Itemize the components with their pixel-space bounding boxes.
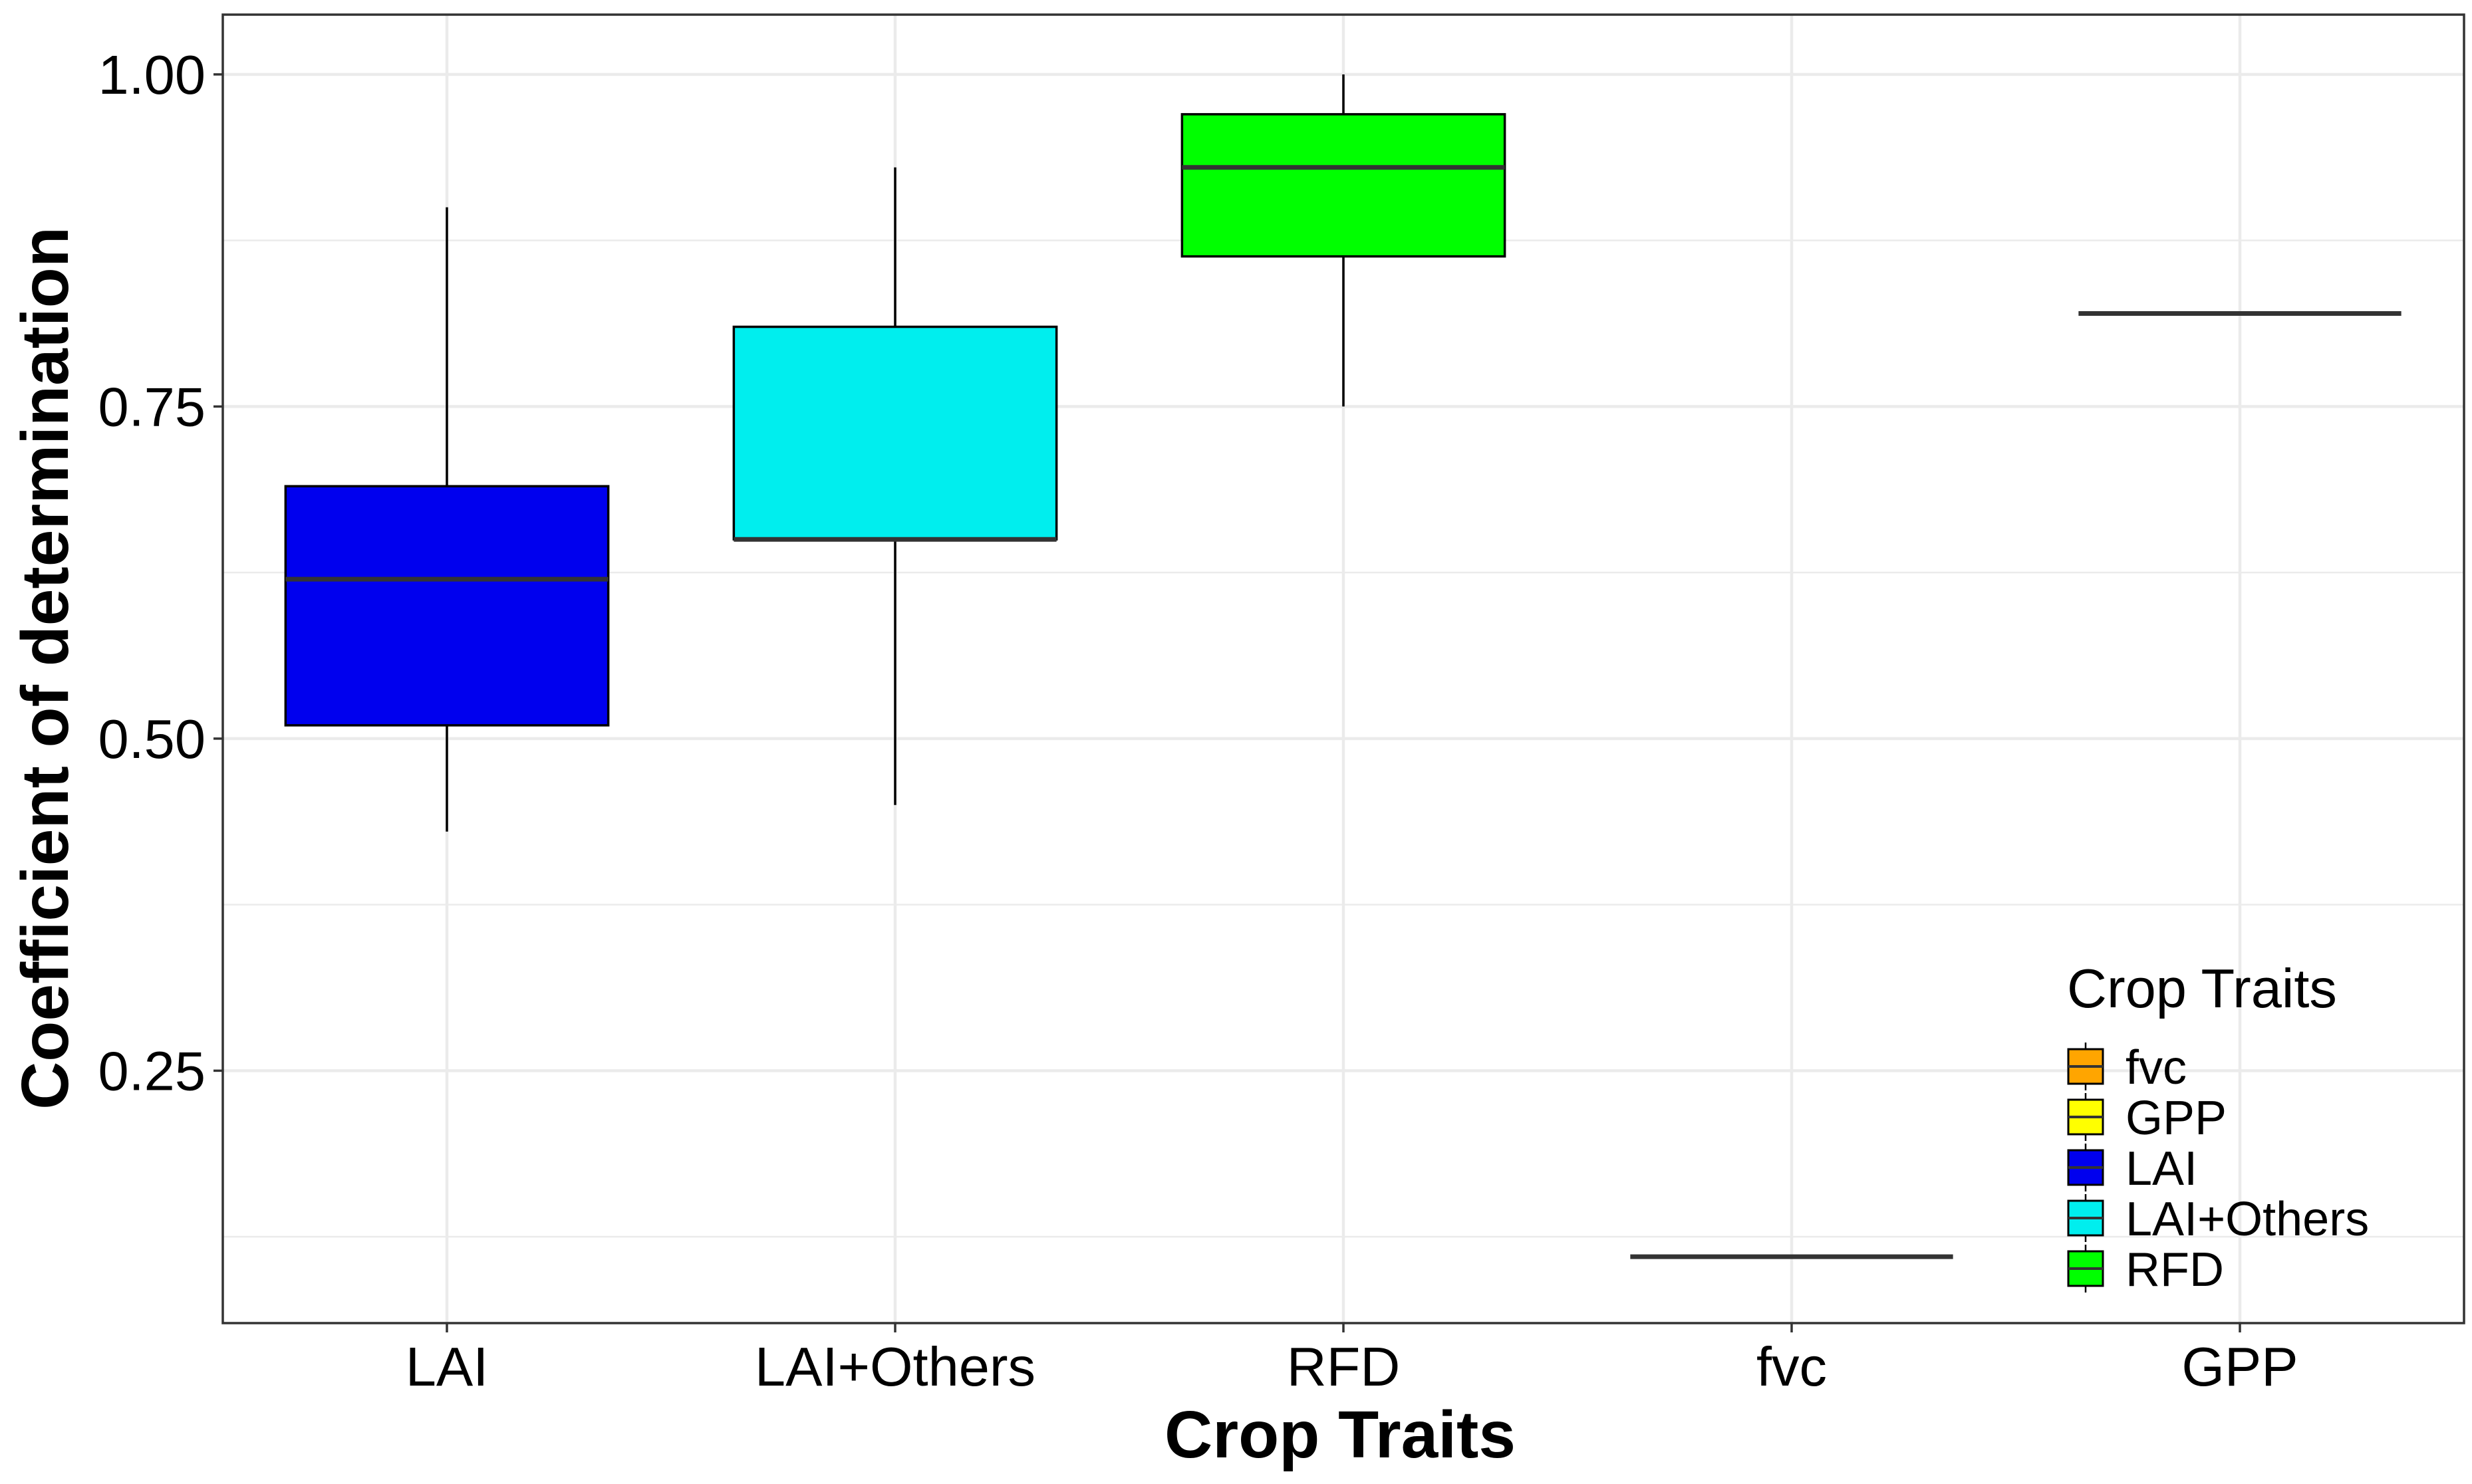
x-tick-label: LAI (406, 1336, 489, 1398)
box-lai-others (732, 167, 1058, 805)
x-axis-title: Crop Traits (1165, 1398, 1516, 1472)
legend-item: LAI (2067, 1142, 2197, 1195)
box-rfd (1180, 74, 1506, 407)
legend-label: LAI (2126, 1142, 2197, 1195)
x-tick-label: RFD (1287, 1336, 1401, 1398)
y-tick-label: 0.75 (98, 376, 206, 437)
legend-item: LAI+Others (2067, 1193, 2369, 1246)
y-tick-label: 0.50 (98, 708, 206, 770)
legend-title: Crop Traits (2067, 957, 2337, 1019)
x-axis: LAI LAI+Others RFD fvc GPP (406, 1323, 2298, 1398)
x-tick-label: LAI+Others (755, 1336, 1035, 1398)
legend-item: fvc (2067, 1041, 2187, 1094)
legend-item: GPP (2067, 1092, 2227, 1145)
x-tick-label: GPP (2181, 1336, 2298, 1398)
box-body (732, 325, 1058, 541)
legend-label: fvc (2126, 1041, 2187, 1094)
legend-item: RFD (2067, 1243, 2224, 1297)
y-tick-label: 0.25 (98, 1040, 206, 1102)
box-body (1180, 113, 1506, 258)
box-lai (284, 207, 610, 832)
y-axis-title: Coefficient of determination (8, 227, 82, 1110)
legend-label: RFD (2126, 1243, 2224, 1297)
box-body (284, 485, 610, 727)
y-axis: 0.25 0.50 0.75 1.00 (98, 44, 223, 1102)
boxes (284, 74, 2402, 1259)
x-tick-label: fvc (1756, 1336, 1827, 1398)
legend-label: LAI+Others (2126, 1193, 2369, 1246)
y-tick-label: 1.00 (98, 44, 206, 106)
legend-label: GPP (2126, 1092, 2227, 1145)
